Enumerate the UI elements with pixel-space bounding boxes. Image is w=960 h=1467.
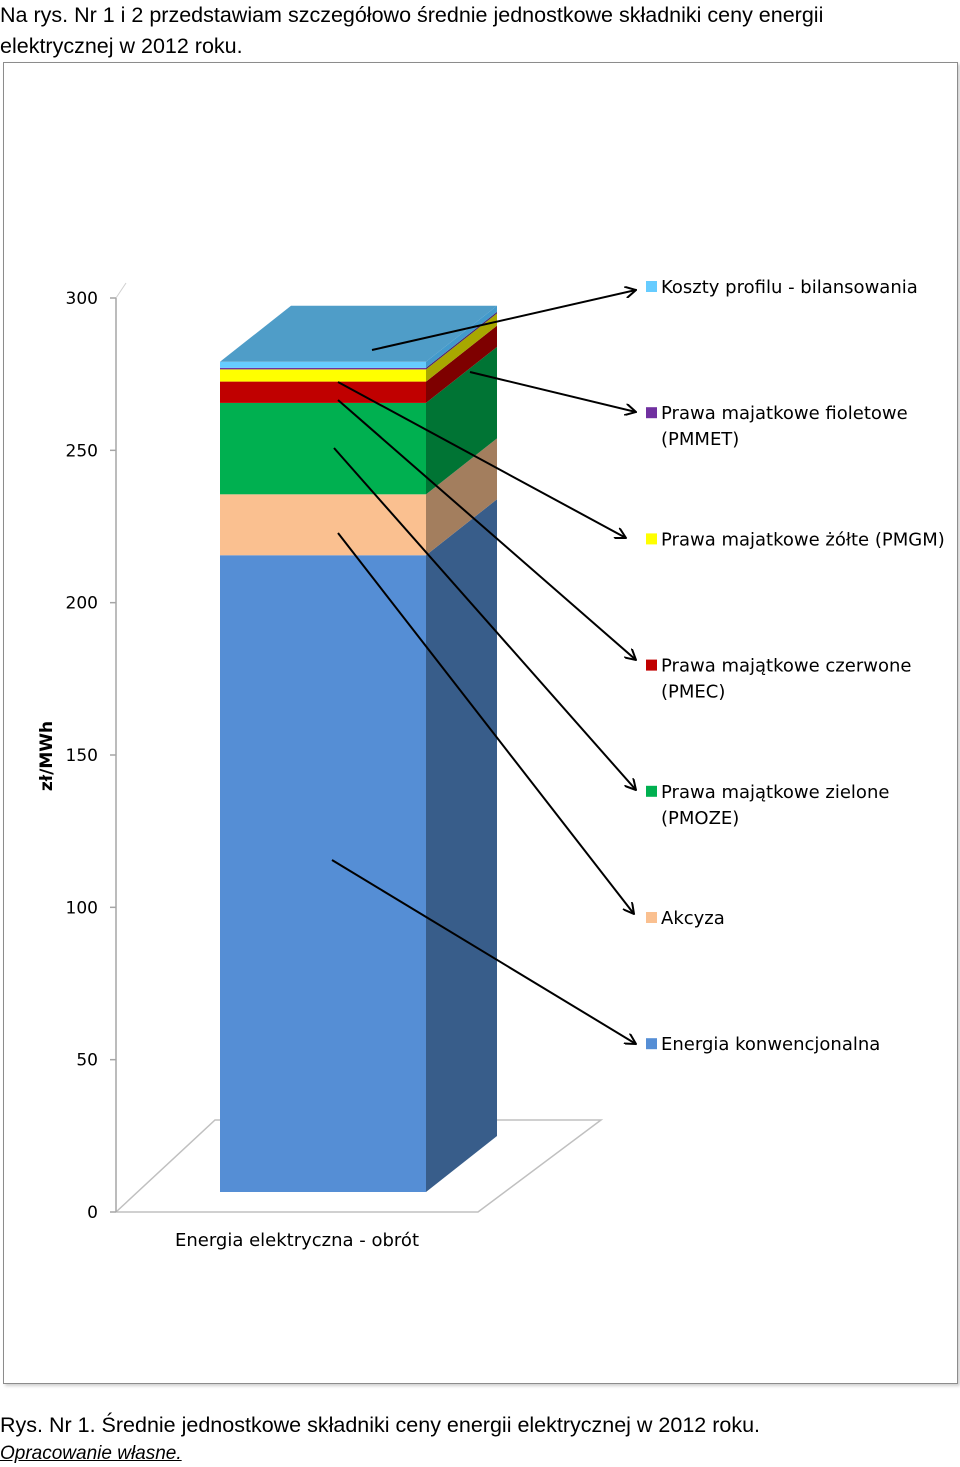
legend-label: Energia konwencjonalna: [661, 1034, 880, 1055]
legend-arrow: [371, 290, 636, 351]
y-tick-label: 0: [87, 1203, 98, 1223]
legend-arrow: [337, 399, 636, 660]
intro-line-1: Na rys. Nr 1 i 2 przedstawiam szczegółow…: [0, 3, 824, 27]
y-axis: 0 50 100 150 200 250 300 zł/MWh: [37, 282, 127, 1223]
y-tick-label: 150: [66, 746, 98, 766]
legend-label: Prawa majątkowe czerwone: [661, 656, 911, 677]
bar-top-cap: [220, 305, 497, 362]
legend: Koszty profilu - bilansowania Prawa majat…: [646, 277, 945, 1055]
legend-arrow: [333, 447, 636, 790]
legend-label: (PMMET): [661, 429, 739, 450]
legend-label: (PMEC): [661, 682, 725, 703]
stacked-bar-chart: 0 50 100 150 200 250 300 zł/MWh Energia elektry…: [37, 277, 945, 1251]
y-tick-label: 300: [66, 289, 98, 309]
bar-segment-front: [220, 494, 426, 556]
bar-segment-side: [426, 438, 497, 556]
legend-swatch: [646, 1038, 657, 1050]
legend-arrow: [469, 371, 636, 412]
legend-arrow: [331, 859, 636, 1044]
bar-segment-front: [220, 555, 426, 1192]
chart-frame: [3, 62, 958, 1384]
y-tick-label: 50: [76, 1051, 98, 1071]
legend-label: Prawa majatkowe żółte (PMGM): [661, 529, 945, 550]
bar-segments: [220, 305, 497, 1192]
bar-segment-side: [426, 305, 497, 368]
bar-segment-front: [220, 402, 426, 495]
legend-swatch: [646, 659, 657, 671]
legend-swatch: [646, 785, 657, 797]
floor-outline: [115, 1119, 604, 1213]
bar-segment-front: [220, 369, 426, 382]
bar-segment-front: [220, 367, 426, 370]
chart-floor: [115, 1119, 604, 1213]
legend-label: Prawa majątkowe zielone: [661, 782, 889, 803]
bar-segment-side: [426, 325, 497, 403]
x-axis-labels: Energia elektryczna - obrót: [175, 1230, 419, 1251]
bar-segment-front: [220, 381, 426, 403]
y-tick-label: 200: [66, 594, 98, 614]
figure-caption: Rys. Nr 1. Średnie jednostkowe składniki…: [0, 1413, 761, 1437]
y-axis-title: zł/MWh: [37, 721, 57, 791]
bar-segment-front: [220, 361, 426, 368]
bar-segment-side: [426, 346, 497, 495]
legend-swatch: [646, 533, 657, 545]
bar-segment-side: [426, 313, 497, 382]
legend-label: (PMOZE): [661, 808, 739, 829]
legend-swatch: [646, 407, 657, 419]
legend-label: Koszty profilu - bilansowania: [661, 277, 918, 298]
bar-segment-side: [426, 499, 497, 1192]
y-tick-label: 100: [66, 898, 98, 918]
intro-line-2: elektrycznej w 2012 roku.: [0, 34, 243, 58]
x-category-label: Energia elektryczna - obrót: [175, 1230, 419, 1251]
legend-label: Prawa majatkowe fioletowe: [661, 403, 908, 424]
legend-swatch: [646, 912, 657, 923]
legend-label: Akcyza: [661, 908, 725, 929]
legend-arrows: [331, 290, 636, 1044]
legend-arrow: [337, 532, 634, 914]
figure-source: Opracowanie własne.: [0, 1443, 182, 1464]
intro-text: Na rys. Nr 1 i 2 przedstawiam szczegółow…: [0, 0, 960, 62]
y-axis-back-edge: [115, 282, 127, 299]
legend-swatch: [646, 281, 657, 292]
legend-arrow: [337, 381, 626, 538]
y-tick-label: 250: [66, 441, 98, 461]
